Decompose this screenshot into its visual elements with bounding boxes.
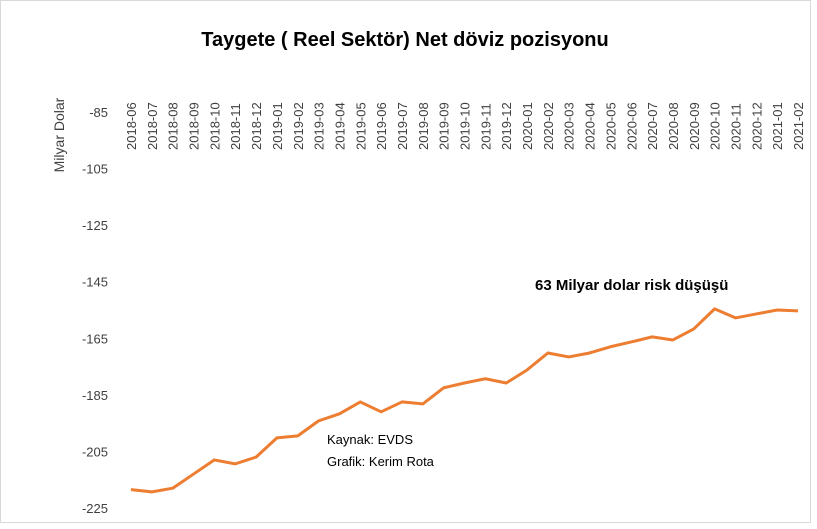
x-tick-label: 2020-06 — [624, 102, 639, 150]
x-tick-label: 2020-02 — [541, 102, 556, 150]
line — [130, 307, 799, 494]
x-tick-label: 2019-05 — [353, 102, 368, 150]
x-tick-label: 2019-11 — [478, 103, 493, 150]
x-tick-label: 2020-08 — [666, 102, 681, 150]
x-tick-label: 2021-01 — [770, 102, 785, 150]
y-tick-label: -125 — [82, 218, 108, 233]
x-tick-label: 2019-07 — [395, 102, 410, 150]
y-tick-label: -165 — [82, 331, 108, 346]
x-tick-label: 2019-08 — [416, 102, 431, 150]
x-tick-label: 2020-01 — [520, 102, 535, 150]
x-tick-label: 2019-02 — [291, 102, 306, 150]
y-tick-label: -105 — [82, 162, 108, 177]
x-tick-label: 2020-05 — [603, 102, 618, 150]
y-tick-label: -185 — [82, 388, 108, 403]
x-tick-label: 2018-10 — [207, 102, 222, 150]
x-tick-label: 2018-07 — [145, 102, 160, 150]
y-tick-label: -85 — [89, 105, 108, 120]
x-tick-label: 2020-10 — [708, 102, 723, 150]
x-tick-label: 2020-07 — [645, 102, 660, 150]
x-tick-label: 2019-04 — [332, 102, 347, 150]
y-tick-label: -225 — [82, 501, 108, 516]
x-tick-label: 2020-04 — [583, 102, 598, 150]
x-tick-label: 2019-09 — [437, 102, 452, 150]
y-tick-label: -145 — [82, 275, 108, 290]
x-tick-label: 2018-06 — [124, 102, 139, 150]
x-tick-label: 2019-03 — [312, 102, 327, 150]
x-tick-label: 2020-09 — [687, 102, 702, 150]
x-tick-label: 2019-06 — [374, 102, 389, 150]
y-axis-label: Milyar Dolar — [51, 97, 67, 172]
x-tick-label: 2020-11 — [728, 103, 743, 150]
x-tick-label: 2018-09 — [187, 102, 202, 150]
chart-title: Taygete ( Reel Sektör) Net döviz pozisyo… — [201, 29, 608, 51]
y-tick-label: -205 — [82, 444, 108, 459]
x-tick-label: 2020-03 — [562, 102, 577, 150]
x-tick-label: 2019-01 — [270, 102, 285, 150]
x-tick-label: 2021-02 — [791, 102, 806, 150]
x-tick-label: 2019-12 — [499, 102, 514, 150]
x-tick-label: 2020-12 — [749, 102, 764, 150]
x-tick-label: 2018-12 — [249, 102, 264, 150]
annotation: Kaynak: EVDS — [327, 432, 413, 447]
annotation: 63 Milyar dolar risk düşüşü — [535, 277, 728, 294]
x-tick-label: 2018-08 — [166, 102, 181, 150]
annotation: Grafik: Kerim Rota — [327, 454, 435, 469]
x-tick-label: 2018-11 — [228, 103, 243, 150]
x-tick-label: 2019-10 — [458, 102, 473, 150]
